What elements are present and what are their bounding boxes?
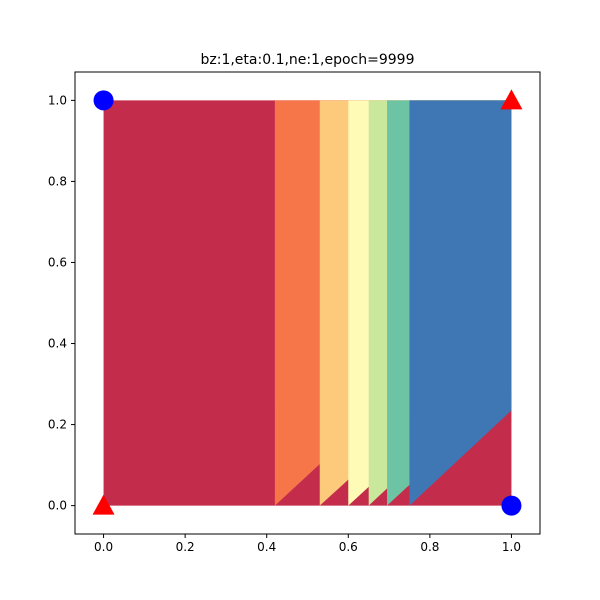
y-tick-label: 0.0: [48, 499, 67, 513]
triangle-marker: [92, 494, 115, 515]
axes-frame: [74, 71, 541, 535]
circle-marker: [501, 495, 522, 516]
circle-marker: [93, 90, 114, 111]
y-tick-label: 0.8: [48, 174, 67, 188]
y-tick-label: 0.2: [48, 418, 67, 432]
triangle-marker: [500, 89, 523, 110]
y-tick-label: 0.4: [48, 337, 67, 351]
x-axis: 0.0 0.2 0.4 0.6 0.8 1.0: [94, 534, 521, 554]
y-tick-label: 0.6: [48, 255, 67, 269]
x-tick-label: 1.0: [502, 540, 521, 554]
x-tick-label: 0.2: [176, 540, 195, 554]
contour-band-6: [409, 100, 512, 506]
contour-bands: [103, 100, 512, 506]
x-tick-label: 0.6: [339, 540, 358, 554]
plot-area: 0.0 0.2 0.4 0.6 0.8 1.0 0.0 0.2 0.4 0.6 0.8 1.0: [48, 71, 541, 554]
x-tick-label: 0.8: [420, 540, 439, 554]
x-tick-label: 0.0: [94, 540, 113, 554]
chart-title: bz:1,eta:0.1,ne:1,epoch=9999: [201, 52, 415, 68]
x-tick-label: 0.4: [257, 540, 276, 554]
y-axis: 0.0 0.2 0.4 0.6 0.8 1.0: [48, 93, 75, 513]
y-tick-label: 1.0: [48, 93, 67, 107]
data-points: [92, 89, 523, 516]
